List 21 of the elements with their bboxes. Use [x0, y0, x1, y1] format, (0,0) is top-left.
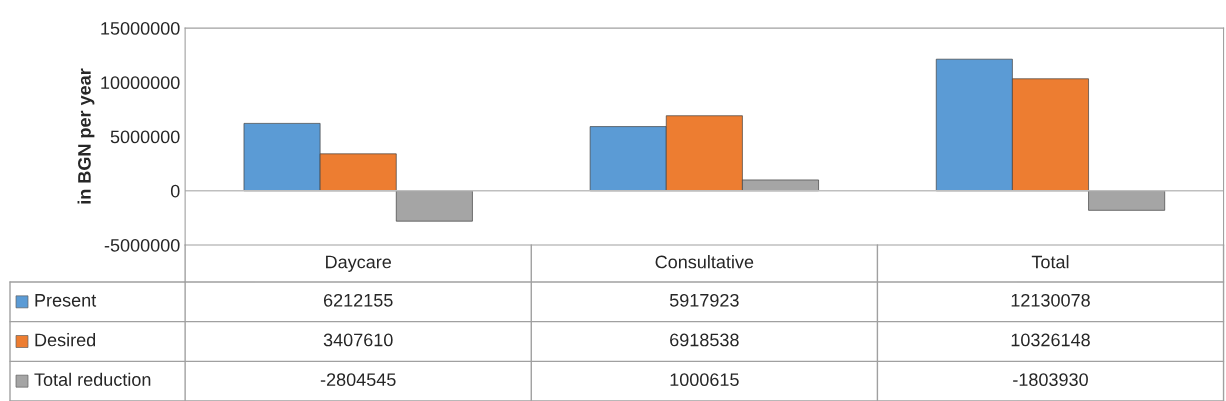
data-label: 3407610	[323, 333, 393, 347]
data-label: 6212155	[323, 293, 393, 307]
legend-label: Total reduction	[34, 372, 151, 387]
data-label: 6918538	[670, 333, 739, 347]
data-label: -2804545	[320, 373, 396, 387]
x-tick-label: Consultative	[655, 255, 754, 269]
x-tick-label: Total	[1031, 255, 1069, 269]
y-tick-label: 15000000	[101, 22, 180, 35]
data-label: 5917923	[669, 293, 739, 307]
data-label: 10326148	[1011, 333, 1090, 347]
y-axis-title: in BGN per year	[77, 68, 95, 204]
data-label: -1803930	[1013, 373, 1088, 387]
y-tick-label: -5000000	[104, 238, 180, 252]
y-tick-label: 5000000	[110, 130, 180, 144]
y-tick-label: 10000000	[101, 76, 180, 90]
data-label: 12130078	[1011, 293, 1090, 307]
legend-label: Desired	[35, 333, 96, 347]
data-label: 1000615	[670, 373, 739, 387]
x-tick-label: Daycare	[326, 255, 392, 272]
y-tick-label: 0	[170, 184, 180, 198]
legend-label: Present	[35, 294, 97, 307]
